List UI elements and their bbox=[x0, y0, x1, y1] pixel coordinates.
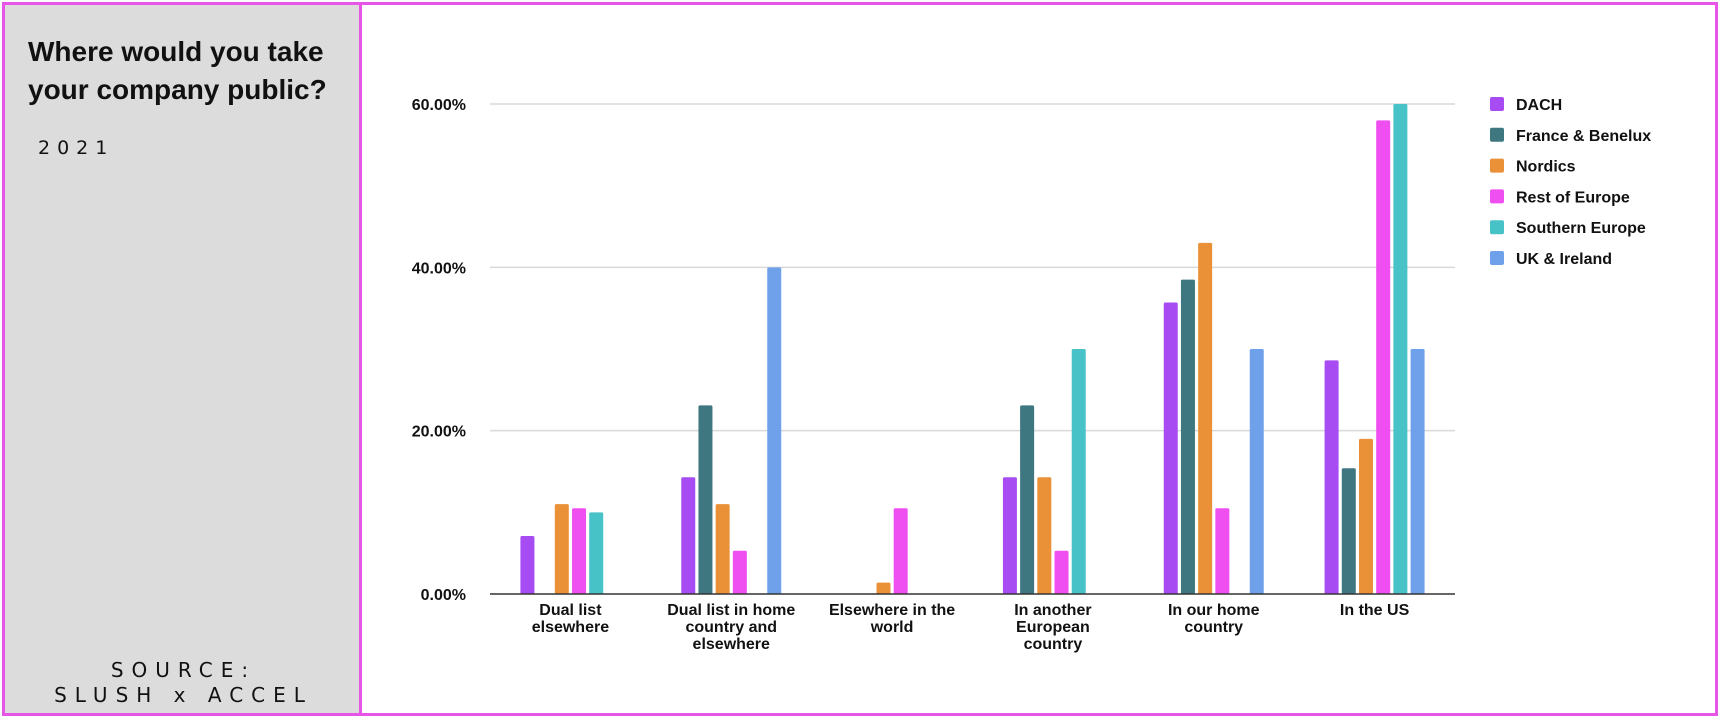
legend-swatch bbox=[1490, 127, 1504, 142]
bar bbox=[681, 477, 696, 594]
legend-item: DACH bbox=[1490, 97, 1562, 114]
x-tick-label: Dual list elsewhere bbox=[532, 602, 609, 636]
x-tick-label: Dual list in home country and elsewhere bbox=[667, 602, 795, 653]
bar bbox=[1376, 120, 1391, 594]
legend-swatch bbox=[1490, 158, 1504, 173]
bar bbox=[1037, 477, 1052, 594]
legend-label: Rest of Europe bbox=[1516, 189, 1630, 206]
bar bbox=[1020, 405, 1035, 594]
category-labels: Dual list elsewhere Dual list in home count… bbox=[532, 602, 1410, 653]
bar bbox=[1163, 302, 1178, 594]
bar bbox=[1249, 349, 1264, 594]
legend-item: Rest of Europe bbox=[1490, 189, 1630, 206]
legend-label: UK & Ireland bbox=[1516, 251, 1612, 268]
legend-swatch bbox=[1490, 220, 1504, 235]
x-tick-label: In another European country bbox=[1014, 602, 1091, 653]
bar bbox=[1054, 550, 1069, 594]
x-tick-label: Elsewhere in the world bbox=[829, 602, 955, 636]
legend: DACH France & Benelux Nordics Rest of Europ… bbox=[1490, 97, 1651, 268]
bar bbox=[1215, 508, 1230, 594]
chart-title: Where would you take your company public… bbox=[28, 33, 348, 109]
bar bbox=[893, 508, 908, 594]
bar bbox=[1324, 360, 1339, 594]
bar bbox=[876, 582, 891, 594]
bar bbox=[767, 267, 782, 594]
info-panel: Where would you take your company public… bbox=[5, 5, 362, 713]
legend-label: Nordics bbox=[1516, 159, 1576, 176]
legend-item: UK & Ireland bbox=[1490, 251, 1612, 268]
y-tick-label: 20.00% bbox=[412, 424, 466, 441]
bar bbox=[1341, 468, 1356, 594]
y-tick-label: 60.00% bbox=[412, 97, 466, 114]
source-label: SOURCE: bbox=[110, 658, 257, 682]
bar bbox=[715, 504, 730, 594]
bar bbox=[572, 508, 587, 594]
y-tick-label: 40.00% bbox=[412, 260, 466, 277]
legend-item: Southern Europe bbox=[1490, 220, 1646, 237]
bar bbox=[1180, 279, 1195, 594]
legend-item: Nordics bbox=[1490, 158, 1576, 176]
legend-item: France & Benelux bbox=[1490, 127, 1651, 145]
legend-swatch bbox=[1490, 97, 1504, 111]
bar bbox=[520, 536, 535, 594]
x-tick-label: In our home country bbox=[1168, 602, 1260, 636]
legend-swatch bbox=[1490, 251, 1504, 265]
legend-label: France & Benelux bbox=[1516, 128, 1651, 145]
bar bbox=[1002, 477, 1017, 594]
chart-title-line1: Where would you take bbox=[28, 36, 324, 67]
bar bbox=[1410, 349, 1425, 594]
bar bbox=[1393, 104, 1408, 594]
bar bbox=[732, 550, 747, 594]
bar bbox=[1071, 349, 1086, 594]
y-tick-label: 0.00% bbox=[421, 587, 466, 604]
bar bbox=[554, 504, 569, 594]
bar bbox=[698, 405, 713, 594]
bar bbox=[1358, 438, 1373, 594]
bars bbox=[520, 104, 1425, 595]
legend-label: Southern Europe bbox=[1516, 220, 1646, 237]
source-name: SLUSH x ACCEL bbox=[54, 683, 313, 707]
bar bbox=[1198, 242, 1213, 595]
legend-label: DACH bbox=[1516, 97, 1562, 114]
bar-chart: 0.00% 20.00% 40.00% 60.00% Dual list elsewhe… bbox=[412, 97, 1651, 653]
bar bbox=[589, 512, 604, 594]
legend-swatch bbox=[1490, 189, 1504, 204]
chart-title-line2: your company public? bbox=[28, 74, 327, 105]
y-axis-ticks: 0.00% 20.00% 40.00% 60.00% bbox=[412, 97, 466, 604]
gridlines bbox=[490, 103, 1455, 432]
x-tick-label: In the US bbox=[1340, 602, 1410, 619]
year-label: 2021 bbox=[38, 137, 115, 159]
